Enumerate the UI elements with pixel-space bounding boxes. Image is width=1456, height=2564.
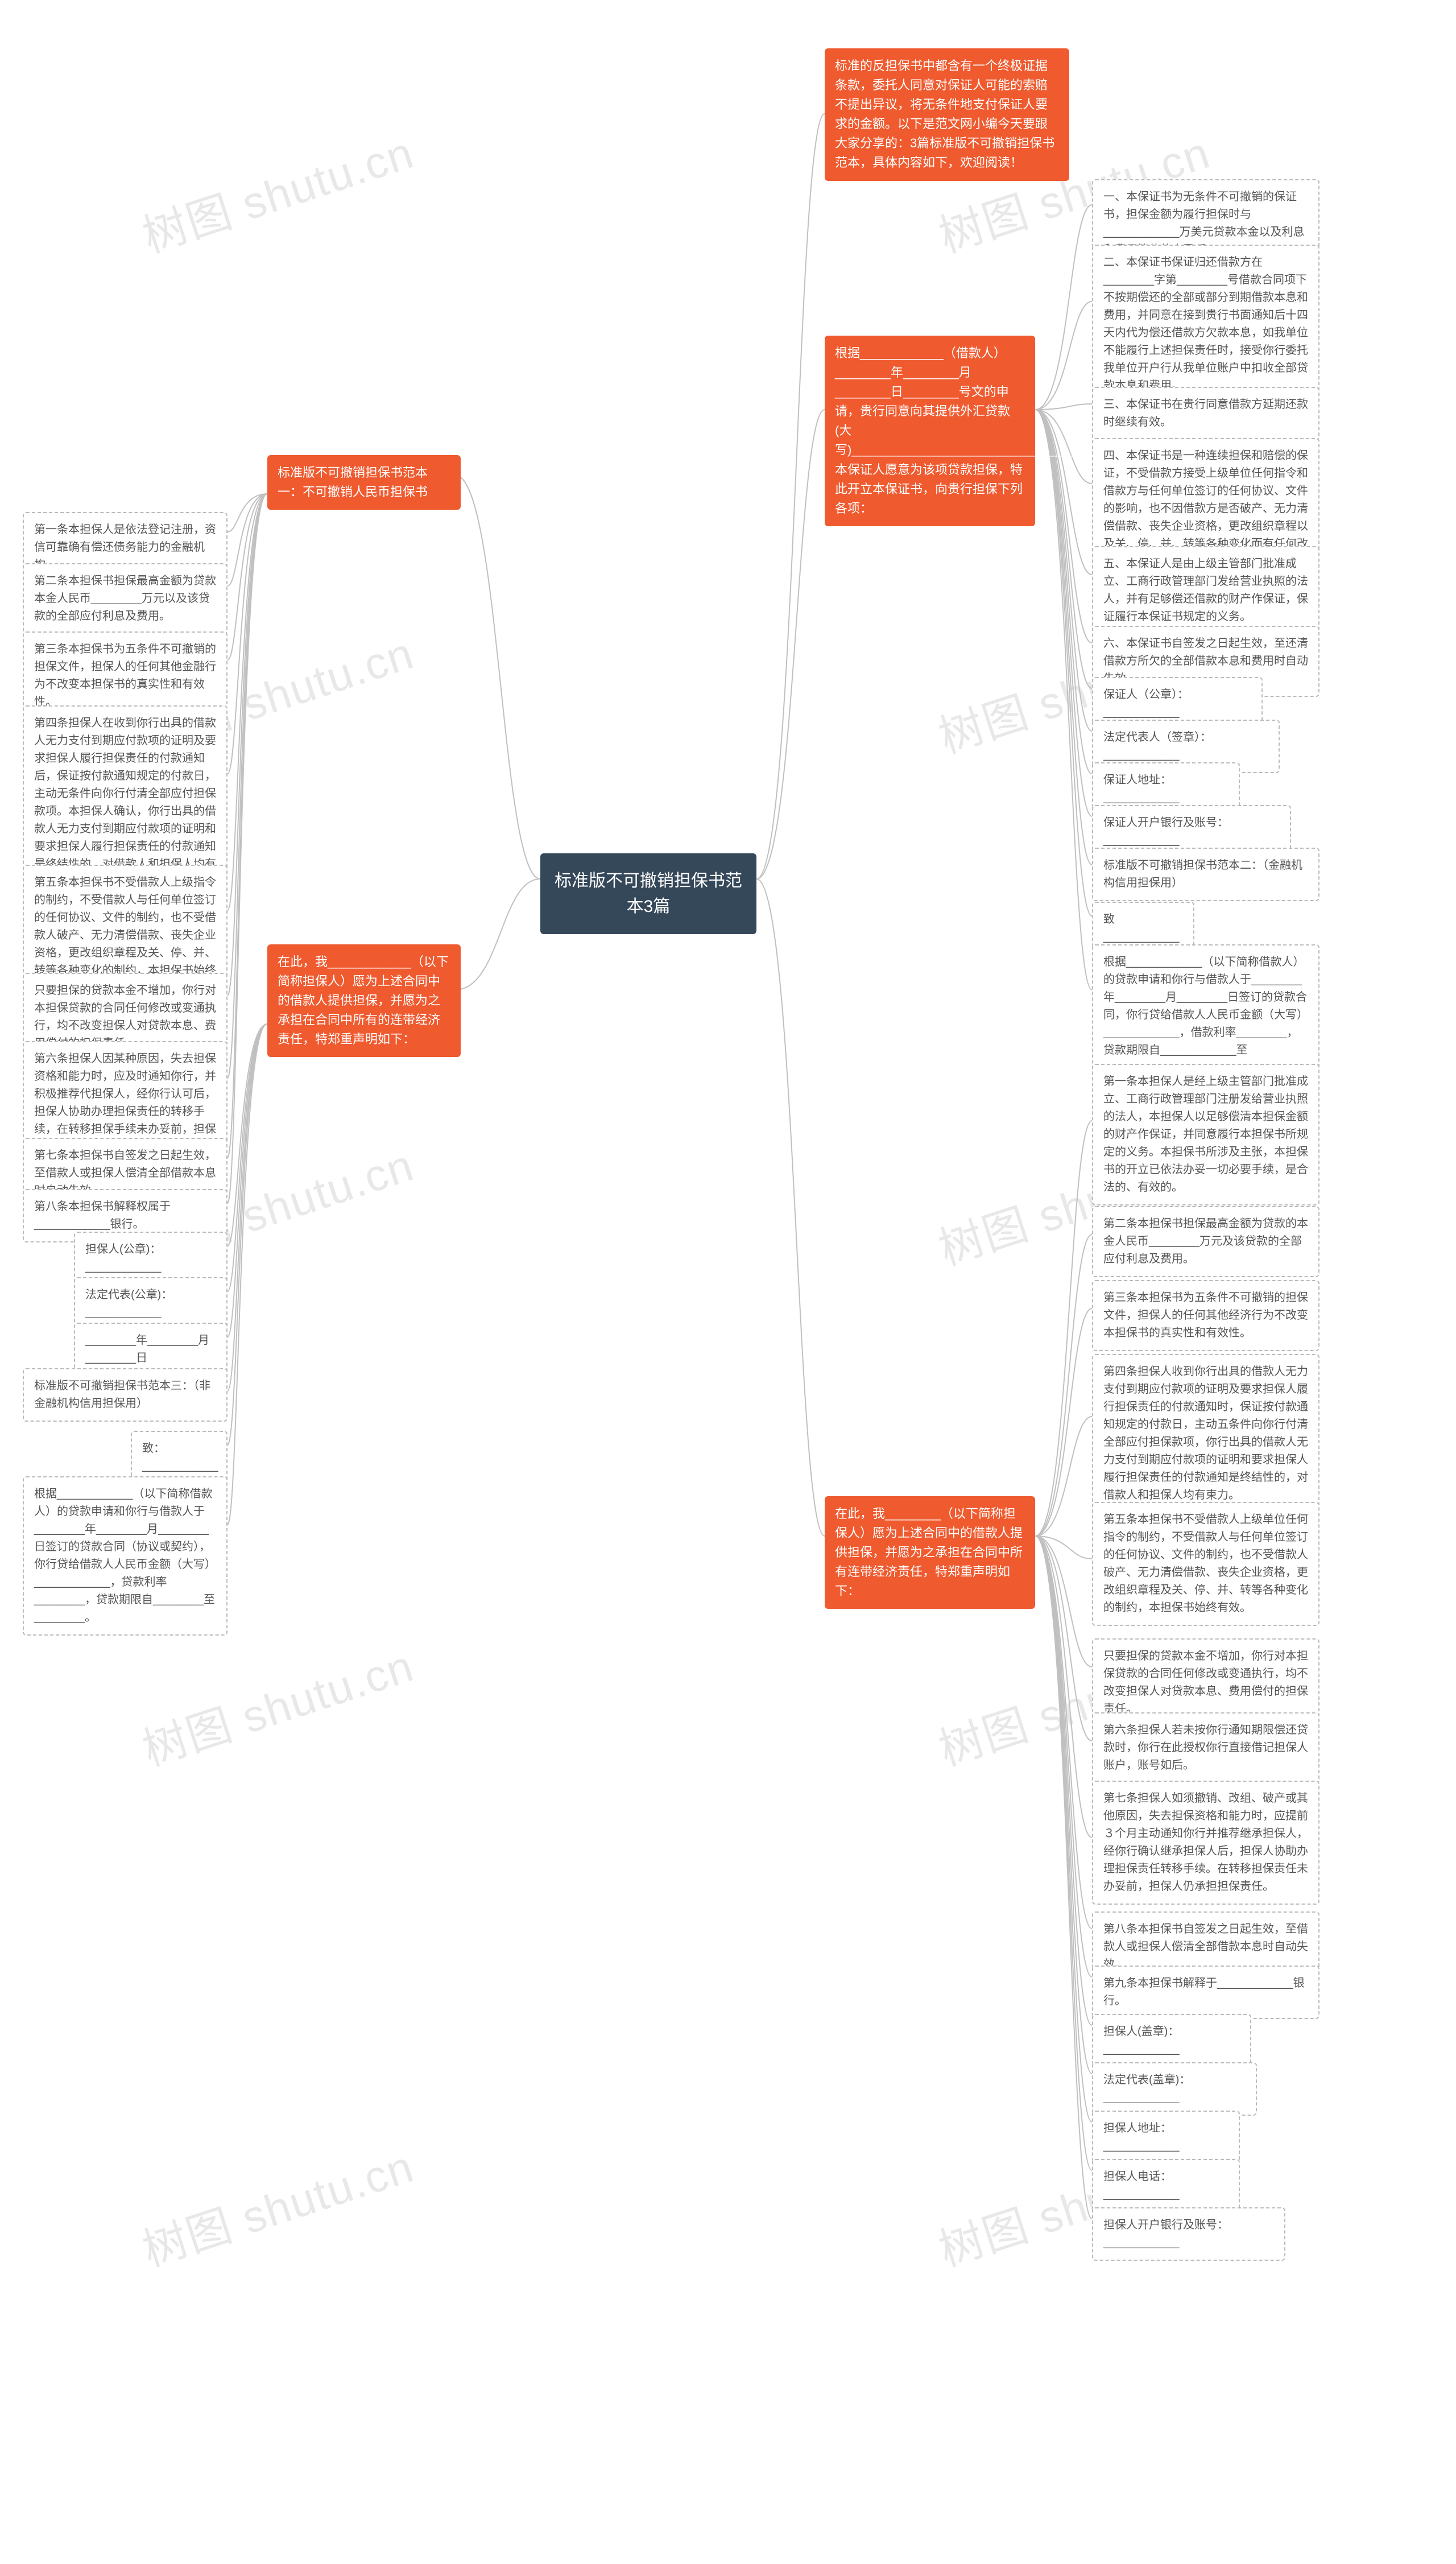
root-node[interactable]: 标准版不可撤销担保书范本3篇 — [540, 853, 756, 934]
node-text: 第四条担保人在收到你行出具的借款人无力支付到期应付款项的证明及要求担保人履行担保… — [34, 717, 216, 888]
node-text: 担保人开户银行及账号：____________ — [1103, 2219, 1228, 2249]
intro-text: 标准的反担保书中都含有一个终极证据条款，委托人同意对保证人可能的索赔不提出异议，… — [835, 59, 1054, 170]
left-2-child-6[interactable]: 根据____________（以下简称借款人）的贷款申请和你行与借款人于____… — [23, 1476, 228, 1636]
right-2-child-8[interactable]: 第七条担保人如须撤销、改组、破产或其他原因，失去担保资格和能力时，应提前３个月主… — [1092, 1781, 1320, 1905]
node-text: 法定代表(盖章)：____________ — [1103, 2074, 1190, 2104]
right-2-child-11[interactable]: 担保人(盖章)：____________ — [1092, 2014, 1251, 2067]
right-branch-1-title[interactable]: 根据____________（借款人）________年________月___… — [825, 336, 1035, 526]
node-text: 担保人(公章)：____________ — [85, 1243, 161, 1273]
node-text: 第八条本担保书自签发之日起生效，至借款人或担保人偿清全部借款本息时自动失效。 — [1103, 1923, 1308, 1971]
node-text: 保证人（公章）：____________ — [1103, 688, 1189, 719]
node-text: 根据____________（以下简称借款人）的贷款申请和你行与借款人于____… — [34, 1488, 216, 1624]
node-text: 保证人地址：____________ — [1103, 774, 1179, 804]
right-2-child-10[interactable]: 第九条本担保书解释于____________银行。 — [1092, 1966, 1320, 2019]
node-text: 标准版不可撤销担保书范本二：（金融机构信用担保用） — [1103, 859, 1302, 889]
left-branch-2-title[interactable]: 在此，我____________（以下简称担保人）愿为上述合同中的借款人提供担保… — [267, 944, 461, 1057]
right-1-child-3[interactable]: 三、本保证书在贵行同意借款方延期还款时继续有效。 — [1092, 387, 1320, 440]
node-text: 二、本保证书保证归还借款方在________字第________号借款合同项下不… — [1103, 256, 1308, 392]
right-2-child-15[interactable]: 担保人开户银行及账号：____________ — [1092, 2207, 1285, 2261]
node-text: 标准版不可撤销担保书范本三：（非金融机构信用担保用） — [34, 1380, 210, 1410]
node-text: 第六条担保人若未按你行通知期限偿还贷款时，你行在此授权你行直接借记担保人账户，账… — [1103, 1724, 1308, 1772]
branch-title-text: 在此，我____________（以下简称担保人）愿为上述合同中的借款人提供担保… — [278, 955, 449, 1046]
left-1-child-2[interactable]: 第二条本担保书担保最高金额为贷款本金人民币________万元以及该贷款的全部应… — [23, 563, 228, 634]
node-text: 保证人开户银行及账号：____________ — [1103, 816, 1228, 847]
node-text: 三、本保证书在贵行同意借款方延期还款时继续有效。 — [1103, 398, 1308, 428]
right-2-child-1[interactable]: 第一条本担保人是经上级主管部门批准成立、工商行政管理部门注册发给营业执照的法人，… — [1092, 1064, 1320, 1205]
right-2-child-7[interactable]: 第六条担保人若未按你行通知期限偿还贷款时，你行在此授权你行直接借记担保人账户，账… — [1092, 1712, 1320, 1783]
node-text: 担保人电话：____________ — [1103, 2170, 1179, 2200]
node-text: 致：____________ — [142, 1442, 218, 1472]
node-text: 第八条本担保书解释权属于____________银行。 — [34, 1200, 171, 1231]
right-branch-2-title[interactable]: 在此，我________（以下简称担保人）愿为上述合同中的借款人提供担保，并愿为… — [825, 1496, 1035, 1609]
node-text: 第七条担保人如须撤销、改组、破产或其他原因，失去担保资格和能力时，应提前３个月主… — [1103, 1792, 1308, 1893]
right-2-child-2[interactable]: 第二条本担保书担保最高金额为贷款的本金人民币________万元及该贷款的全部应… — [1092, 1206, 1320, 1277]
right-2-child-3[interactable]: 第三条本担保书为五条件不可撤销的担保文件，担保人的任何其他经济行为不改变本担保书… — [1092, 1280, 1320, 1351]
node-text: 法定代表(公章)：____________ — [85, 1289, 172, 1319]
node-text: 只要担保的贷款本金不增加，你行对本担保贷款的合同任何修改或变通执行，均不改变担保… — [1103, 1650, 1308, 1715]
node-text: 第二条本担保书担保最高金额为贷款本金人民币________万元以及该贷款的全部应… — [34, 575, 216, 622]
intro-node[interactable]: 标准的反担保书中都含有一个终极证据条款，委托人同意对保证人可能的索赔不提出异议，… — [825, 48, 1069, 181]
node-text: 第三条本担保书为五条件不可撤销的担保文件，担保人的任何其他金融行为不改变本担保书… — [34, 643, 216, 708]
watermark: 树图 shutu.cn — [134, 117, 421, 265]
right-2-child-4[interactable]: 第四条担保人收到你行出具的借款人无力支付到期应付款项的证明及要求担保人履行担保责… — [1092, 1354, 1320, 1513]
right-2-child-14[interactable]: 担保人电话：____________ — [1092, 2159, 1240, 2212]
root-title: 标准版不可撤销担保书范本3篇 — [555, 872, 742, 916]
branch-title-text: 在此，我________（以下简称担保人）愿为上述合同中的借款人提供担保，并愿为… — [835, 1506, 1023, 1598]
node-text: 第三条本担保书为五条件不可撤销的担保文件，担保人的任何其他经济行为不改变本担保书… — [1103, 1291, 1308, 1339]
node-text: 根据____________（以下简称借款人）的贷款申请和你行与借款人于____… — [1103, 956, 1308, 1074]
mindmap-canvas: 树图 shutu.cn 树图 shutu.cn 树图 shutu.cn 树图 s… — [0, 0, 1456, 2564]
right-2-child-13[interactable]: 担保人地址：____________ — [1092, 2111, 1240, 2164]
node-text: 担保人(盖章)：____________ — [1103, 2025, 1179, 2055]
node-text: 致____________ — [1103, 913, 1179, 943]
right-2-child-5[interactable]: 第五条本担保书不受借款人上级单位任何指令的制约，不受借款人与任何单位签订的任何协… — [1092, 1502, 1320, 1626]
node-text: 第五条本担保书不受借款人上级单位任何指令的制约，不受借款人与任何单位签订的任何协… — [1103, 1513, 1308, 1614]
left-branch-1-title[interactable]: 标准版不可撤销担保书范本一：不可撤销人民币担保书 — [267, 455, 461, 510]
right-1-child-2[interactable]: 二、本保证书保证归还借款方在________字第________号借款合同项下不… — [1092, 245, 1320, 404]
watermark: 树图 shutu.cn — [134, 2131, 421, 2278]
branch-title-text: 根据____________（借款人）________年________月___… — [835, 346, 1115, 515]
left-2-child-4[interactable]: 标准版不可撤销担保书范本三：（非金融机构信用担保用） — [23, 1368, 228, 1422]
node-text: 第四条担保人收到你行出具的借款人无力支付到期应付款项的证明及要求担保人履行担保责… — [1103, 1365, 1308, 1501]
right-1-child-11[interactable]: 标准版不可撤销担保书范本二：（金融机构信用担保用） — [1092, 848, 1320, 901]
node-text: 五、本保证人是由上级主管部门批准成立、工商行政管理部门发给营业执照的法人，并有足… — [1103, 558, 1308, 623]
node-text: 担保人地址：____________ — [1103, 2122, 1179, 2152]
node-text: 第九条本担保书解释于____________银行。 — [1103, 1977, 1304, 2007]
node-text: ________年________月________日 — [85, 1334, 209, 1364]
node-text: 第二条本担保书担保最高金额为贷款的本金人民币________万元及该贷款的全部应… — [1103, 1217, 1308, 1265]
right-1-child-5[interactable]: 五、本保证人是由上级主管部门批准成立、工商行政管理部门发给营业执照的法人，并有足… — [1092, 546, 1320, 635]
node-text: 法定代表人（签章）：____________ — [1103, 731, 1211, 761]
watermark: 树图 shutu.cn — [134, 1630, 421, 1778]
node-text: 只要担保的贷款本金不增加，你行对本担保贷款的合同任何修改或变通执行，均不改变担保… — [34, 984, 216, 1050]
branch-title-text: 标准版不可撤销担保书范本一：不可撤销人民币担保书 — [278, 465, 428, 499]
right-2-child-12[interactable]: 法定代表(盖章)：____________ — [1092, 2062, 1257, 2116]
node-text: 第一条本担保人是经上级主管部门批准成立、工商行政管理部门注册发给营业执照的法人，… — [1103, 1075, 1308, 1194]
